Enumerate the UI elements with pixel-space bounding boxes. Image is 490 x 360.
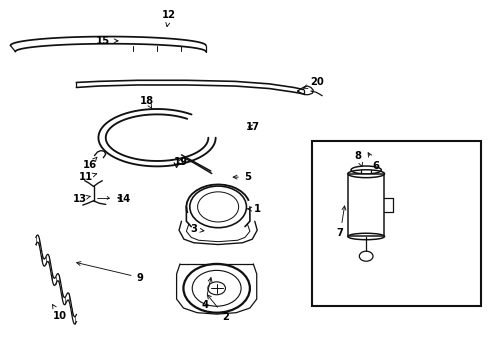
Text: 1: 1 [247, 204, 261, 215]
Text: 18: 18 [140, 96, 154, 109]
Text: 2: 2 [207, 295, 229, 322]
Text: 11: 11 [79, 172, 97, 182]
Text: 19: 19 [173, 157, 188, 167]
Text: 12: 12 [162, 10, 176, 27]
Text: 17: 17 [245, 122, 259, 132]
Text: 10: 10 [52, 305, 66, 320]
Bar [348, 174, 385, 237]
Text: 6: 6 [368, 153, 379, 171]
Text: 7: 7 [337, 206, 346, 238]
Text: 16: 16 [82, 157, 97, 170]
Text: 4: 4 [201, 278, 212, 310]
Bar [313, 140, 481, 306]
Text: 20: 20 [304, 77, 324, 89]
Text: 5: 5 [233, 172, 251, 182]
Text: 13: 13 [73, 194, 90, 204]
Text: 3: 3 [190, 225, 204, 234]
Text: 9: 9 [77, 262, 144, 283]
Text: 14: 14 [117, 194, 131, 204]
Text: 8: 8 [355, 150, 363, 167]
Text: 15: 15 [96, 36, 118, 46]
